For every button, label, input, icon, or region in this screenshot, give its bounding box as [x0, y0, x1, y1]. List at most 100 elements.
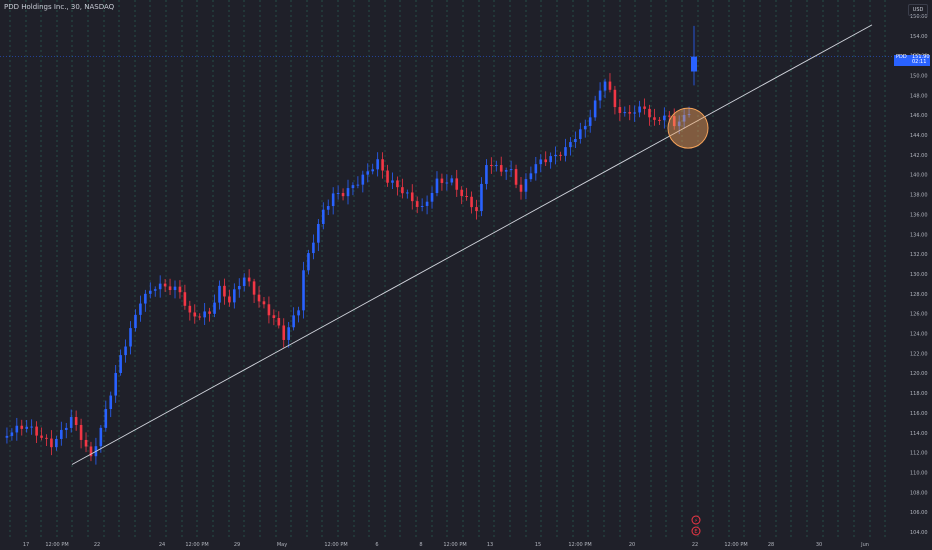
- candle: [593, 100, 597, 118]
- candle: [628, 112, 632, 114]
- candle: [415, 201, 419, 207]
- earnings-event-icon[interactable]: E: [691, 526, 701, 536]
- candle: [672, 116, 676, 127]
- y-tick-label: 140.00: [910, 173, 928, 179]
- candle: [25, 426, 29, 429]
- candle: [475, 207, 478, 212]
- candle: [514, 169, 518, 185]
- y-tick-label: 116.00: [910, 411, 928, 417]
- candle: [371, 169, 375, 172]
- candle: [15, 425, 19, 433]
- y-tick-label: 134.00: [910, 232, 928, 238]
- candle: [603, 81, 607, 91]
- candle: [35, 426, 38, 436]
- candle: [242, 277, 246, 286]
- candle: [667, 115, 671, 117]
- y-tick-label: 112.00: [910, 451, 928, 457]
- candle: [549, 156, 552, 163]
- x-tick-label: 12:00 PM: [568, 542, 591, 548]
- candle: [480, 183, 483, 212]
- chart-title: PDD Holdings Inc., 30, NASDAQ: [4, 3, 115, 11]
- x-tick-label: 13: [487, 542, 493, 548]
- candle: [559, 154, 562, 156]
- candle: [638, 106, 641, 113]
- y-tick-label: 146.00: [910, 113, 928, 119]
- candle: [356, 184, 360, 186]
- x-tick-label: 24: [159, 542, 165, 548]
- candle: [470, 196, 473, 208]
- candle: [618, 107, 622, 113]
- candle: [648, 108, 651, 118]
- candle: [30, 426, 33, 428]
- candle: [45, 437, 48, 439]
- candle: [608, 81, 612, 90]
- candle: [376, 159, 379, 170]
- currency-button[interactable]: USD: [908, 4, 928, 16]
- y-tick-label: 142.00: [910, 153, 928, 159]
- y-tick-label: 120.00: [910, 371, 928, 377]
- candle: [691, 56, 697, 72]
- candle: [401, 187, 404, 194]
- y-tick-label: 108.00: [910, 490, 928, 496]
- y-tick-label: 148.00: [910, 93, 928, 99]
- candle: [539, 159, 543, 165]
- trendline[interactable]: [71, 24, 873, 465]
- candle: [366, 171, 370, 175]
- candle: [178, 286, 182, 293]
- candle: [544, 159, 548, 163]
- candle: [643, 106, 646, 109]
- candle: [5, 435, 9, 438]
- y-tick-label: 126.00: [910, 312, 928, 318]
- candle: [297, 310, 300, 316]
- candle: [494, 165, 498, 167]
- candle: [529, 173, 533, 180]
- candle: [524, 179, 528, 192]
- x-tick-label: 22: [94, 542, 100, 548]
- candle: [336, 193, 340, 195]
- y-tick-label: 118.00: [910, 391, 928, 397]
- candle: [104, 409, 108, 428]
- candle: [109, 395, 113, 410]
- y-tick-label: 104.00: [910, 530, 928, 536]
- candle: [465, 195, 468, 197]
- candle: [440, 178, 444, 183]
- candle: [233, 289, 236, 303]
- x-tick-label: 12:00 PM: [443, 542, 466, 548]
- candle: [351, 185, 355, 189]
- x-tick-label: 12:00 PM: [324, 542, 347, 548]
- candle: [247, 277, 251, 282]
- candle: [386, 170, 389, 183]
- candle: [183, 292, 187, 306]
- candle: [588, 117, 592, 126]
- candle: [569, 142, 572, 148]
- candle: [450, 178, 454, 183]
- candle: [134, 314, 137, 329]
- candle: [79, 424, 83, 440]
- candle: [663, 115, 666, 121]
- y-tick-label: 124.00: [910, 332, 928, 338]
- candle: [60, 429, 63, 439]
- candle: [213, 302, 216, 314]
- candle: [455, 178, 459, 190]
- candle: [119, 355, 122, 373]
- candle: [168, 286, 172, 291]
- candle: [534, 164, 538, 174]
- y-tick-label: 130.00: [910, 272, 928, 278]
- candle: [55, 438, 58, 448]
- event-markers[interactable]: ⚡E: [691, 515, 701, 536]
- candle: [490, 165, 493, 167]
- x-tick-label: 12:00 PM: [724, 542, 747, 548]
- candle: [574, 138, 577, 143]
- candle: [583, 125, 587, 130]
- candle: [50, 438, 53, 448]
- x-tick-label: 12:00 PM: [185, 542, 208, 548]
- candle: [435, 178, 439, 193]
- candle: [564, 147, 567, 156]
- x-tick-label: Jun: [860, 542, 869, 548]
- highlight-circle: [667, 107, 709, 149]
- dividend-event-icon[interactable]: ⚡: [691, 515, 701, 525]
- candle: [124, 346, 127, 356]
- candle: [613, 89, 617, 108]
